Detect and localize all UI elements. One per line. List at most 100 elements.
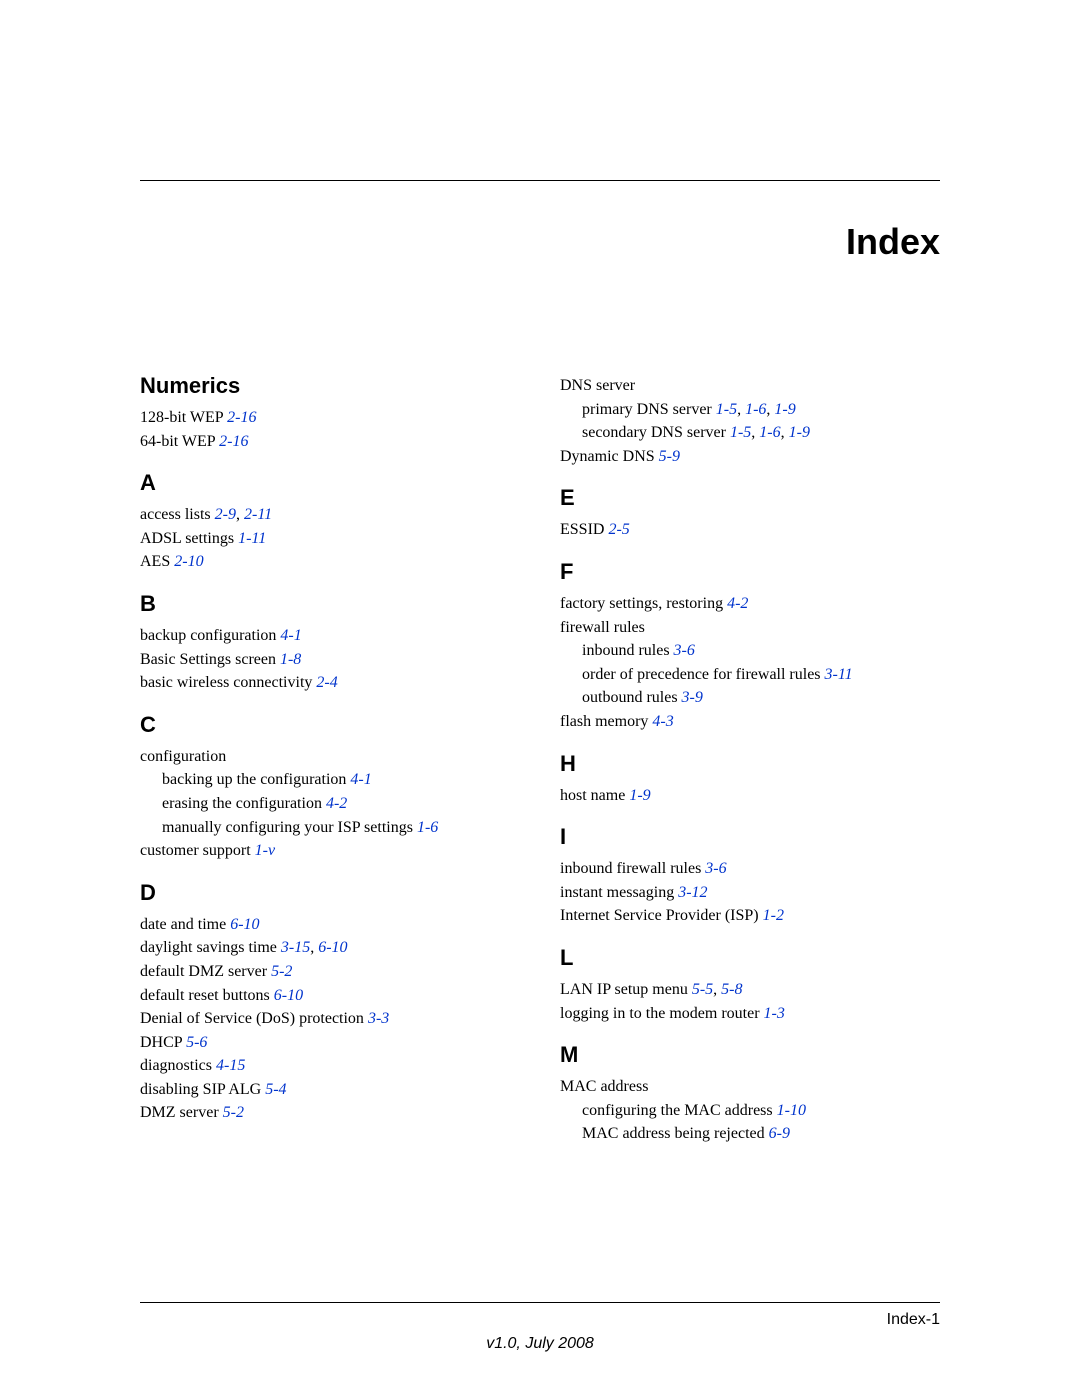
index-entry: instant messaging 3-12 (560, 882, 940, 904)
page-ref-link[interactable]: 3-3 (368, 1010, 389, 1027)
page-ref-link[interactable]: 1-6 (759, 424, 780, 441)
page-ref-link[interactable]: 6-10 (230, 916, 259, 933)
entry-text: flash memory (560, 713, 648, 730)
entry-text: DNS server (560, 377, 635, 394)
page-ref-link[interactable]: 1-8 (280, 651, 301, 668)
page-ref-link[interactable]: 3-6 (705, 860, 726, 877)
index-entry: inbound firewall rules 3-6 (560, 858, 940, 880)
entry-text: DHCP (140, 1034, 182, 1051)
index-entry: backup configuration 4-1 (140, 625, 520, 647)
page-ref-link[interactable]: 5-9 (659, 448, 680, 465)
index-entry: secondary DNS server 1-5, 1-6, 1-9 (582, 422, 940, 444)
page-ref-link[interactable]: 2-9 (215, 506, 236, 523)
index-entry: ESSID 2-5 (560, 519, 940, 541)
page-ref-link[interactable]: 2-4 (316, 674, 337, 691)
page-ref-link[interactable]: 1-5 (730, 424, 751, 441)
entry-text: default reset buttons (140, 987, 270, 1004)
page-ref-link[interactable]: 2-5 (608, 521, 629, 538)
index-entry: default DMZ server 5-2 (140, 961, 520, 983)
page-ref-link[interactable]: 5-8 (721, 981, 742, 998)
index-entry: MAC address being rejected 6-9 (582, 1123, 940, 1145)
page-ref-link[interactable]: 2-16 (227, 409, 256, 426)
index-entry: primary DNS server 1-5, 1-6, 1-9 (582, 399, 940, 421)
page-ref-link[interactable]: 3-9 (682, 689, 703, 706)
page-ref-link[interactable]: 1-v (255, 842, 275, 859)
page-ref-link[interactable]: 5-5 (692, 981, 713, 998)
index-entry: host name 1-9 (560, 785, 940, 807)
page-ref-link[interactable]: 5-4 (265, 1081, 286, 1098)
page-ref-link[interactable]: 6-10 (318, 939, 347, 956)
section-heading: A (140, 470, 520, 496)
page-ref-link[interactable]: 1-5 (716, 401, 737, 418)
section-heading: M (560, 1042, 940, 1068)
index-columns: Numerics128-bit WEP 2-1664-bit WEP 2-16A… (140, 373, 940, 1147)
page-ref-link[interactable]: 4-1 (350, 771, 371, 788)
entry-text: diagnostics (140, 1057, 212, 1074)
section-heading: B (140, 591, 520, 617)
index-entry: basic wireless connectivity 2-4 (140, 672, 520, 694)
page-ref-link[interactable]: 2-16 (219, 433, 248, 450)
index-entry: outbound rules 3-9 (582, 687, 940, 709)
top-rule (140, 180, 940, 181)
page-ref-link[interactable]: 1-6 (745, 401, 766, 418)
page-ref-link[interactable]: 6-9 (769, 1125, 790, 1142)
entry-text: LAN IP setup menu (560, 981, 688, 998)
entry-text: configuration (140, 748, 226, 765)
index-entry: diagnostics 4-15 (140, 1055, 520, 1077)
index-entry: Basic Settings screen 1-8 (140, 649, 520, 671)
page-ref-link[interactable]: 6-10 (274, 987, 303, 1004)
entry-text: AES (140, 553, 170, 570)
page-ref-link[interactable]: 5-2 (223, 1104, 244, 1121)
page-ref-link[interactable]: 5-6 (186, 1034, 207, 1051)
page-ref-link[interactable]: 4-1 (280, 627, 301, 644)
index-entry: access lists 2-9, 2-11 (140, 504, 520, 526)
index-entry: DHCP 5-6 (140, 1032, 520, 1054)
index-entry: flash memory 4-3 (560, 711, 940, 733)
right-column: DNS server primary DNS server 1-5, 1-6, 1… (560, 373, 940, 1147)
page-ref-link[interactable]: 1-11 (238, 530, 266, 547)
index-entry: firewall rules (560, 617, 940, 639)
page-ref-link[interactable]: 1-9 (774, 401, 795, 418)
page-ref-link[interactable]: 4-2 (727, 595, 748, 612)
entry-text: basic wireless connectivity (140, 674, 312, 691)
page-ref-link[interactable]: 1-10 (777, 1102, 806, 1119)
index-entry: 128-bit WEP 2-16 (140, 407, 520, 429)
entry-text: daylight savings time (140, 939, 277, 956)
page-ref-link[interactable]: 1-9 (629, 787, 650, 804)
left-column: Numerics128-bit WEP 2-1664-bit WEP 2-16A… (140, 373, 520, 1147)
entry-text: configuring the MAC address (582, 1102, 773, 1119)
entry-text: default DMZ server (140, 963, 267, 980)
page-ref-link[interactable]: 3-12 (678, 884, 707, 901)
page-ref-link[interactable]: 2-10 (174, 553, 203, 570)
index-entry: DMZ server 5-2 (140, 1102, 520, 1124)
page-ref-link[interactable]: 3-15 (281, 939, 310, 956)
entry-text: inbound firewall rules (560, 860, 701, 877)
page-title: Index (140, 221, 940, 263)
page-ref-link[interactable]: 2-11 (244, 506, 272, 523)
entry-text: backup configuration (140, 627, 276, 644)
index-entry: default reset buttons 6-10 (140, 985, 520, 1007)
page-ref-link[interactable]: 1-3 (764, 1005, 785, 1022)
index-entry: factory settings, restoring 4-2 (560, 593, 940, 615)
page-ref-link[interactable]: 1-6 (417, 819, 438, 836)
page-ref-link[interactable]: 5-2 (271, 963, 292, 980)
index-entry: LAN IP setup menu 5-5, 5-8 (560, 979, 940, 1001)
page-ref-link[interactable]: 4-3 (652, 713, 673, 730)
page-ref-link[interactable]: 4-2 (326, 795, 347, 812)
entry-text: host name (560, 787, 625, 804)
page-ref-link[interactable]: 4-15 (216, 1057, 245, 1074)
page-ref-link[interactable]: 1-9 (789, 424, 810, 441)
entry-text: Denial of Service (DoS) protection (140, 1010, 364, 1027)
index-entry: configuration (140, 746, 520, 768)
index-entry: DNS server (560, 375, 940, 397)
section-heading: I (560, 824, 940, 850)
page-ref-link[interactable]: 3-6 (674, 642, 695, 659)
index-entry: AES 2-10 (140, 551, 520, 573)
index-entry: logging in to the modem router 1-3 (560, 1003, 940, 1025)
index-entry: inbound rules 3-6 (582, 640, 940, 662)
entry-text: disabling SIP ALG (140, 1081, 261, 1098)
entry-text: 128-bit WEP (140, 409, 223, 426)
page-ref-link[interactable]: 3-11 (825, 666, 853, 683)
page-ref-link[interactable]: 1-2 (763, 907, 784, 924)
section-heading: L (560, 945, 940, 971)
